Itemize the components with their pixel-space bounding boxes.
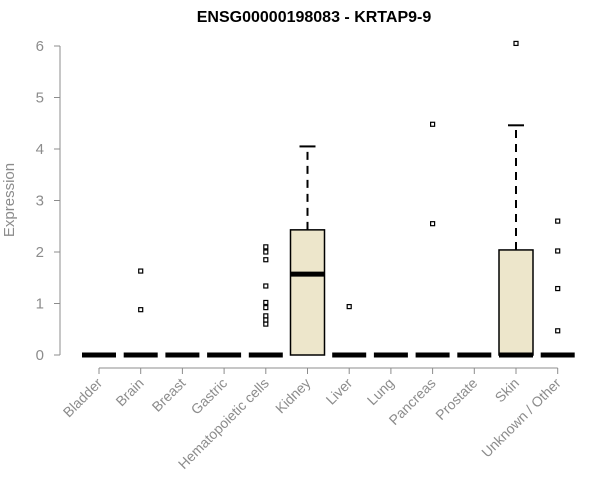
box-group	[248, 244, 283, 358]
x-tick-label: Kidney	[272, 375, 314, 417]
outlier-point	[263, 305, 269, 311]
outlier-point	[555, 218, 561, 224]
box-group	[540, 218, 575, 358]
y-tick-label: 6	[36, 38, 44, 55]
y-tick-label: 0	[36, 347, 44, 364]
box-group	[415, 121, 450, 358]
outlier-point	[513, 40, 519, 47]
outlier-point	[263, 321, 269, 327]
box-group	[289, 145, 326, 356]
outlier-point	[430, 221, 436, 227]
box-group	[123, 268, 158, 358]
y-tick-label: 1	[36, 296, 44, 313]
outlier-point	[263, 313, 269, 319]
x-tick-label: Unknown / Other	[478, 375, 564, 461]
x-tick-label: Prostate	[432, 375, 480, 423]
y-tick-label: 4	[36, 141, 44, 158]
outlier-point	[555, 285, 561, 292]
box-body	[289, 229, 326, 356]
y-tick-label: 2	[36, 244, 44, 261]
x-tick-label: Liver	[323, 375, 356, 408]
outlier-point	[138, 268, 144, 274]
x-tick-label: Bladder	[60, 375, 106, 421]
x-tick-label: Breast	[149, 375, 189, 415]
outlier-point	[263, 244, 269, 250]
box-body	[498, 249, 534, 356]
outlier-point	[263, 299, 269, 306]
plot-area	[82, 40, 575, 358]
x-tick-label: Lung	[364, 375, 397, 408]
box-group	[332, 303, 367, 358]
outlier-point	[430, 121, 436, 127]
outlier-point	[138, 307, 144, 313]
box-group	[498, 40, 534, 358]
chart-title: ENSG00000198083 - KRTAP9-9	[197, 9, 432, 26]
outlier-point	[555, 248, 561, 254]
outlier-point	[263, 283, 269, 289]
outlier-point	[555, 328, 561, 334]
outlier-point	[263, 317, 269, 323]
y-axis: 0 1 2 3 4 5 6	[36, 38, 61, 364]
y-axis-label: Expression	[1, 163, 18, 237]
outlier-point	[346, 303, 352, 310]
outlier-point	[263, 249, 269, 255]
y-tick-label: 5	[36, 90, 44, 107]
y-tick-label: 3	[36, 193, 44, 210]
outlier-point	[263, 257, 269, 263]
x-tick-label: Brain	[112, 375, 146, 409]
x-tick-label: Skin	[492, 375, 523, 406]
